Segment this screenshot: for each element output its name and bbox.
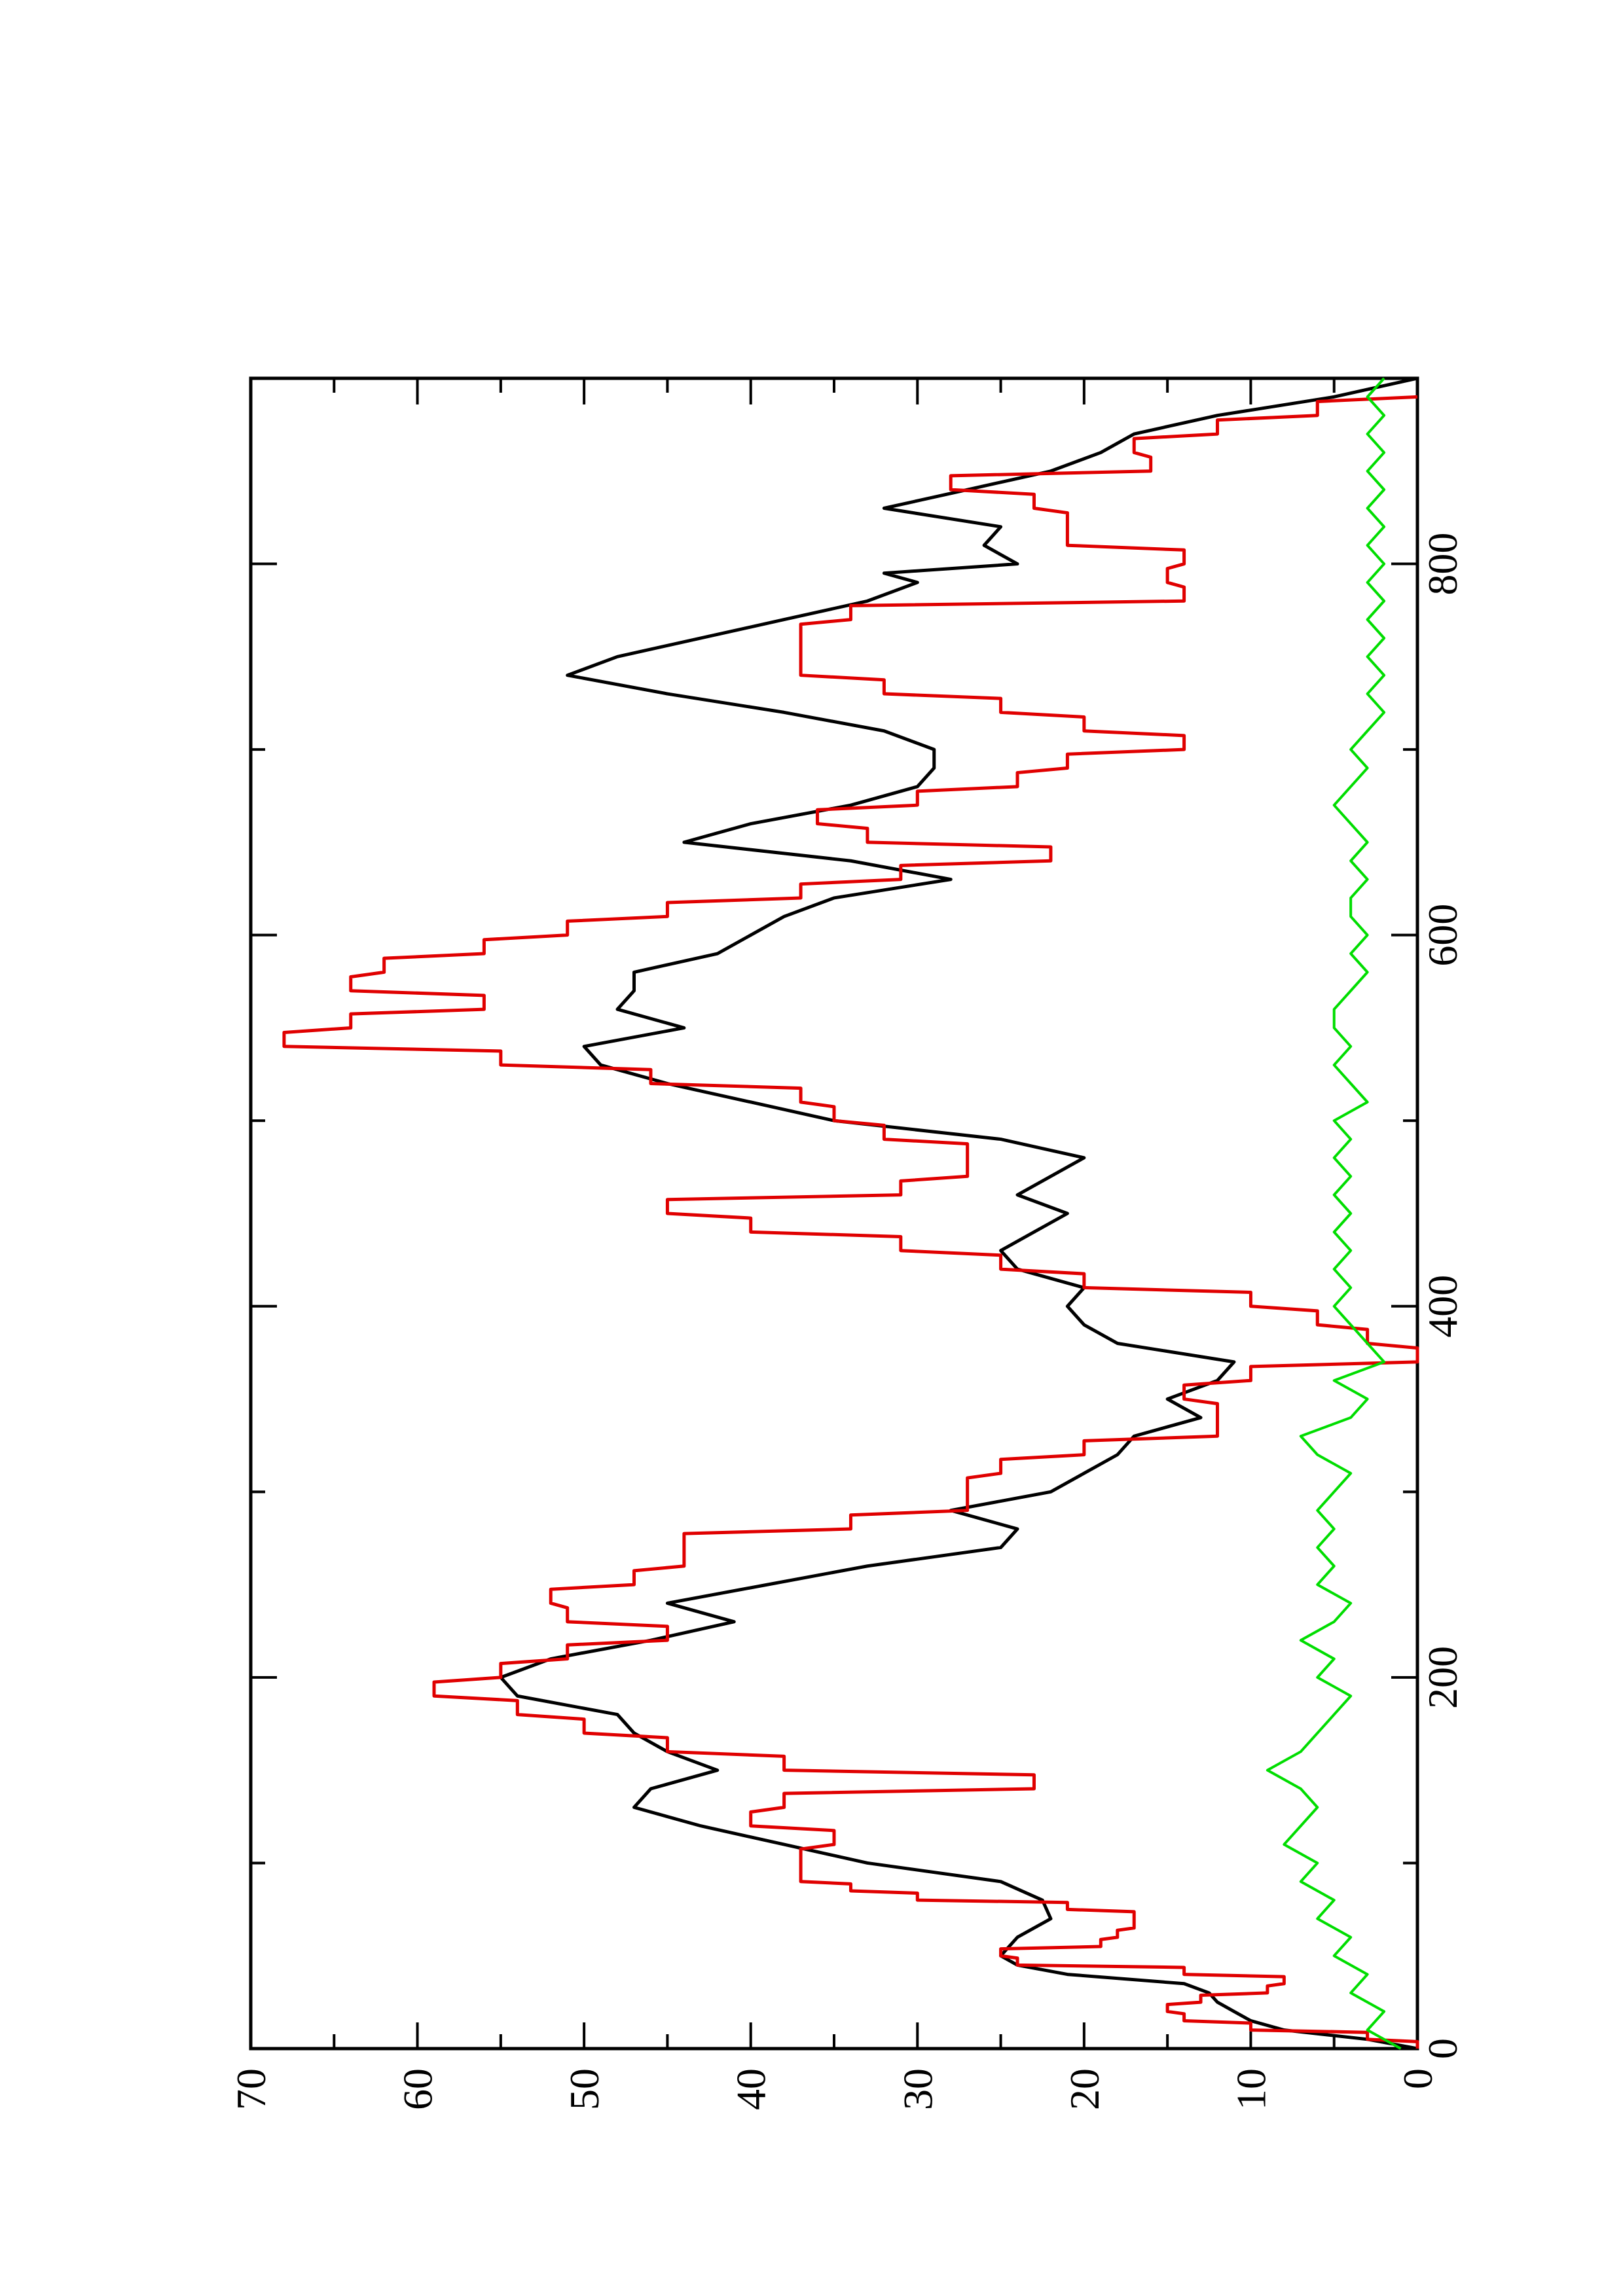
y-tick-label: 50 <box>561 2068 608 2110</box>
tick-labels: 0 200 400 600 800 0 10 20 30 40 50 60 70 <box>228 533 1466 2110</box>
x-tick-label: 600 <box>1419 904 1466 967</box>
series-line-2 <box>282 395 1419 2049</box>
y-tick-label: 20 <box>1061 2068 1108 2110</box>
x-tick-label: 400 <box>1419 1275 1466 1338</box>
y-tick-label: 40 <box>728 2068 775 2110</box>
x-tick-label: 800 <box>1419 533 1466 596</box>
plot-frame <box>249 376 1419 2051</box>
x-tick-label: 0 <box>1419 2038 1466 2059</box>
y-tick-label: 70 <box>228 2068 274 2110</box>
axis-ticks <box>249 378 1419 2050</box>
x-tick-label: 200 <box>1419 1646 1466 1709</box>
series-line-1 <box>499 376 1418 2051</box>
series-group <box>282 376 1419 2051</box>
y-tick-label: 10 <box>1228 2068 1274 2110</box>
y-tick-label: 30 <box>894 2068 941 2110</box>
y-tick-label: 60 <box>395 2068 441 2110</box>
y-tick-label: 0 <box>1395 2068 1441 2089</box>
series-line-3 <box>1266 377 1402 2050</box>
